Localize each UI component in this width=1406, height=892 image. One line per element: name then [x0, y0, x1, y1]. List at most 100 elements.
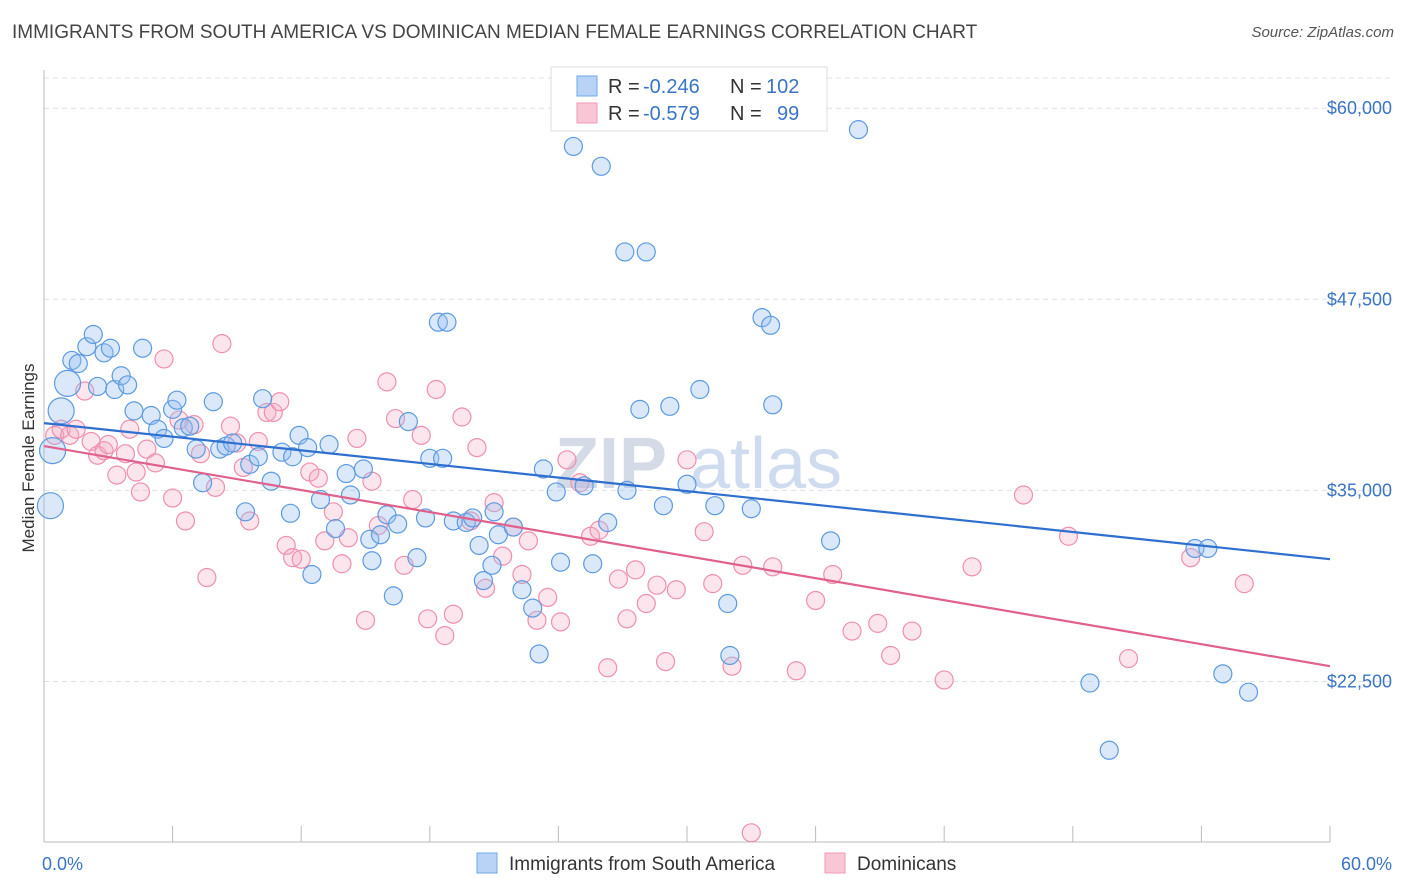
point-south-america: [437, 312, 457, 332]
point-south-america: [690, 379, 710, 400]
point-dominican: [902, 621, 922, 641]
point-south-america: [677, 474, 697, 494]
point-south-america: [1213, 664, 1233, 684]
point-south-america: [325, 519, 346, 539]
point-south-america: [180, 416, 200, 436]
point-south-america: [283, 447, 303, 467]
point-dominican: [1181, 548, 1201, 568]
y-tick-label: $47,500: [1327, 289, 1392, 309]
y-axis-label: Median Female Earnings: [19, 364, 38, 553]
point-dominican: [557, 450, 577, 470]
point-dominican: [550, 612, 571, 632]
trend-lines: [43, 422, 1331, 668]
point-south-america: [319, 434, 339, 455]
point-dominican: [197, 567, 217, 588]
legend-r-value-1: -0.246: [643, 76, 700, 98]
legend-swatch-blue: [576, 75, 598, 97]
point-south-america: [482, 555, 502, 575]
point-dominican: [411, 425, 431, 445]
point-south-america: [550, 552, 571, 572]
point-dominican: [418, 609, 438, 629]
legend-swatch-pink: [576, 102, 598, 124]
point-south-america: [362, 551, 382, 571]
point-dominican: [220, 416, 241, 436]
point-south-america: [469, 535, 489, 556]
point-south-america: [83, 324, 103, 345]
point-south-america: [360, 529, 380, 549]
point-south-america: [298, 437, 318, 458]
point-dominican: [868, 613, 888, 633]
point-south-america: [36, 492, 65, 520]
y-tick-label: $22,500: [1327, 671, 1392, 691]
point-south-america: [630, 399, 650, 419]
bottom-legend-swatch-pink: [824, 852, 846, 874]
point-south-america: [484, 502, 504, 522]
point-south-america: [488, 525, 508, 545]
point-south-america: [100, 338, 121, 358]
source-note: Source: ZipAtlas.com: [1251, 24, 1394, 41]
point-south-america: [848, 120, 869, 140]
point-dominican: [137, 439, 157, 459]
point-south-america: [591, 156, 611, 176]
point-dominican: [647, 575, 667, 595]
bottom-legend: Immigrants from South America Dominicans: [476, 852, 956, 875]
point-south-america: [117, 375, 138, 395]
point-dominican: [154, 349, 174, 369]
point-dominican: [512, 564, 532, 585]
point-south-america: [383, 586, 403, 606]
point-dominican: [205, 477, 226, 497]
point-south-america: [53, 369, 82, 397]
point-dominican: [435, 626, 455, 646]
point-south-america: [718, 593, 738, 614]
point-dominican: [240, 511, 260, 531]
point-south-america: [68, 353, 88, 374]
point-south-america: [173, 418, 193, 438]
point-south-america: [186, 439, 206, 459]
point-dominican: [527, 610, 547, 630]
legend-r-label-2: R =: [608, 103, 640, 125]
y-tick-label: $60,000: [1327, 98, 1392, 118]
point-south-america: [529, 644, 549, 664]
point-dominican: [934, 670, 954, 690]
point-south-america: [235, 502, 256, 522]
point-dominican: [636, 593, 656, 614]
point-dominican: [467, 437, 487, 458]
watermark-zip: ZIP: [555, 424, 667, 504]
point-south-america: [253, 389, 273, 409]
legend: R = -0.246 N = 102 R = -0.579 N = 99: [550, 66, 828, 132]
point-south-america: [248, 447, 268, 467]
point-south-america: [163, 399, 183, 419]
point-south-america: [203, 392, 223, 412]
point-dominican: [98, 434, 118, 455]
point-dominican: [403, 489, 423, 510]
point-south-america: [760, 315, 781, 335]
point-dominican: [276, 535, 296, 556]
point-dominican: [786, 661, 806, 681]
point-south-america: [415, 508, 436, 528]
point-south-america: [167, 390, 187, 410]
point-dominican: [308, 468, 328, 488]
point-south-america: [583, 554, 603, 574]
y-tick-labels: $22,500 $35,000 $47,500 $60,000: [1327, 98, 1392, 691]
point-dominican: [120, 419, 140, 439]
point-south-america: [124, 401, 144, 421]
point-dominican: [475, 578, 496, 598]
point-dominican: [625, 560, 646, 580]
point-dominican: [1013, 485, 1034, 505]
point-dominican: [608, 569, 629, 589]
point-south-america: [653, 496, 674, 516]
point-south-america: [720, 645, 740, 666]
point-dominican: [323, 502, 343, 522]
point-dominican: [107, 465, 127, 485]
watermark-atlas: atlas: [690, 424, 842, 504]
point-dominican: [703, 574, 723, 594]
point-south-america: [563, 136, 584, 157]
point-south-america: [280, 503, 301, 523]
point-dominican: [881, 645, 901, 666]
point-dominican: [263, 402, 283, 423]
legend-n-value-2: 99: [777, 103, 799, 125]
point-dominican: [823, 564, 843, 585]
point-dominican: [355, 610, 376, 630]
point-dominican: [805, 590, 826, 611]
